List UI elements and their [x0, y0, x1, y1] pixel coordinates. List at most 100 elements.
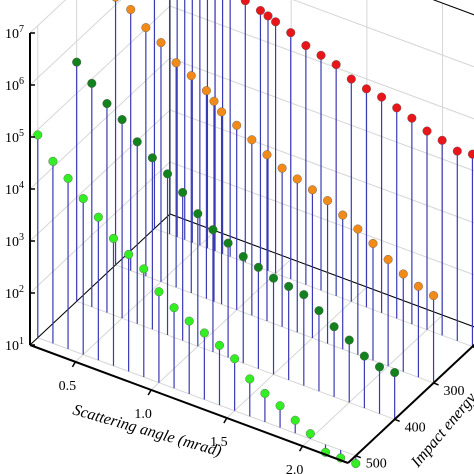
x-tick [147, 389, 152, 396]
x-tick-label: 1.5 [210, 435, 228, 450]
left-wall-gridline [29, 57, 171, 190]
data-point-series-2 [338, 210, 348, 220]
data-point-series-1 [263, 11, 273, 21]
data-point-series-3 [178, 187, 188, 197]
y-axis-line [347, 343, 474, 464]
data-point-series-1 [407, 113, 417, 123]
data-point-series-1 [467, 149, 474, 159]
y-tick-label: 400 [405, 420, 426, 435]
data-point-series-3 [193, 209, 203, 219]
data-point-series-2 [247, 135, 257, 145]
z-tick-label: 106 [5, 76, 24, 94]
box-edge [432, 0, 474, 16]
data-point-series-2 [429, 291, 439, 301]
left-wall-gridline [29, 0, 122, 86]
data-point-series-4 [93, 212, 103, 222]
chart-axes [29, 32, 474, 464]
chart-points [33, 0, 474, 469]
data-point-series-3 [390, 368, 400, 378]
data-point-series-4 [351, 459, 361, 469]
x-tick [223, 417, 228, 424]
data-point-series-3 [87, 78, 97, 88]
x-tick-label: 2.0 [286, 463, 304, 474]
data-point-series-1 [286, 28, 296, 38]
data-point-series-1 [452, 146, 462, 156]
data-point-series-3 [223, 238, 233, 248]
data-point-series-3 [329, 322, 339, 332]
data-point-series-4 [48, 156, 58, 166]
data-point-series-3 [344, 335, 354, 345]
data-point-series-4 [305, 429, 315, 439]
z-tick-label: 101 [5, 336, 24, 354]
data-point-series-4 [169, 303, 179, 313]
data-point-series-2 [262, 150, 272, 160]
x-axis-line [29, 344, 349, 464]
data-point-series-4 [275, 401, 285, 411]
data-point-series-3 [359, 351, 369, 361]
data-point-series-3 [117, 115, 127, 125]
back-wall-gridline [292, 0, 474, 68]
data-point-series-2 [186, 71, 196, 81]
data-point-series-4 [260, 388, 270, 398]
data-point-series-1 [255, 5, 265, 15]
z-tick-label: 107 [5, 24, 24, 42]
data-point-series-4 [78, 194, 88, 204]
data-point-series-2 [217, 107, 227, 117]
floor-gridline [115, 264, 434, 384]
data-point-series-1 [346, 74, 356, 84]
data-point-series-2 [201, 86, 211, 96]
data-point-series-3 [284, 281, 294, 291]
left-wall-gridline [29, 161, 171, 294]
box-edge [29, 213, 171, 346]
x-tick [298, 445, 304, 452]
data-point-series-2 [209, 96, 219, 106]
z-tick-label: 102 [5, 284, 24, 302]
data-point-series-4 [245, 374, 255, 384]
data-point-series-3 [314, 306, 324, 316]
data-point-series-2 [368, 238, 378, 248]
data-point-series-3 [253, 262, 263, 272]
chart-stems [37, 0, 474, 464]
data-point-series-3 [208, 225, 218, 235]
data-point-series-3 [102, 99, 112, 109]
floor-gridline [37, 337, 356, 457]
data-point-series-4 [214, 340, 224, 350]
data-point-series-4 [230, 354, 240, 364]
data-point-series-3 [132, 137, 142, 147]
data-point-series-1 [271, 17, 281, 27]
floor-gridline [302, 314, 443, 447]
x-tick [71, 361, 77, 368]
data-point-series-3 [375, 362, 385, 372]
data-point-series-2 [171, 58, 181, 68]
data-point-series-1 [316, 50, 326, 60]
data-point-series-2 [156, 38, 166, 48]
z-tick-label: 104 [5, 180, 24, 198]
data-point-series-1 [240, 0, 250, 6]
y-tick [472, 345, 474, 348]
data-point-series-1 [422, 126, 432, 136]
data-point-series-3 [238, 252, 248, 262]
data-point-series-3 [163, 169, 173, 179]
y-tick [433, 382, 439, 386]
data-point-series-4 [154, 287, 164, 297]
y-axis-title: Impact energy (eV) [407, 365, 474, 471]
data-point-series-1 [301, 41, 311, 51]
data-point-series-3 [147, 153, 157, 163]
data-point-series-4 [184, 316, 194, 326]
data-point-series-1 [331, 60, 341, 70]
z-tick-label: 103 [5, 232, 24, 250]
data-point-series-4 [290, 415, 300, 425]
data-point-series-2 [307, 185, 317, 195]
data-point-series-1 [361, 84, 371, 94]
left-wall-gridline [29, 0, 66, 34]
data-point-series-2 [232, 120, 242, 130]
y-tick [394, 418, 400, 423]
data-point-series-1 [437, 135, 447, 145]
data-point-series-4 [33, 130, 43, 140]
data-point-series-4 [124, 249, 134, 259]
data-point-series-2 [126, 5, 136, 15]
data-point-series-4 [63, 173, 73, 183]
y-tick [355, 455, 362, 459]
